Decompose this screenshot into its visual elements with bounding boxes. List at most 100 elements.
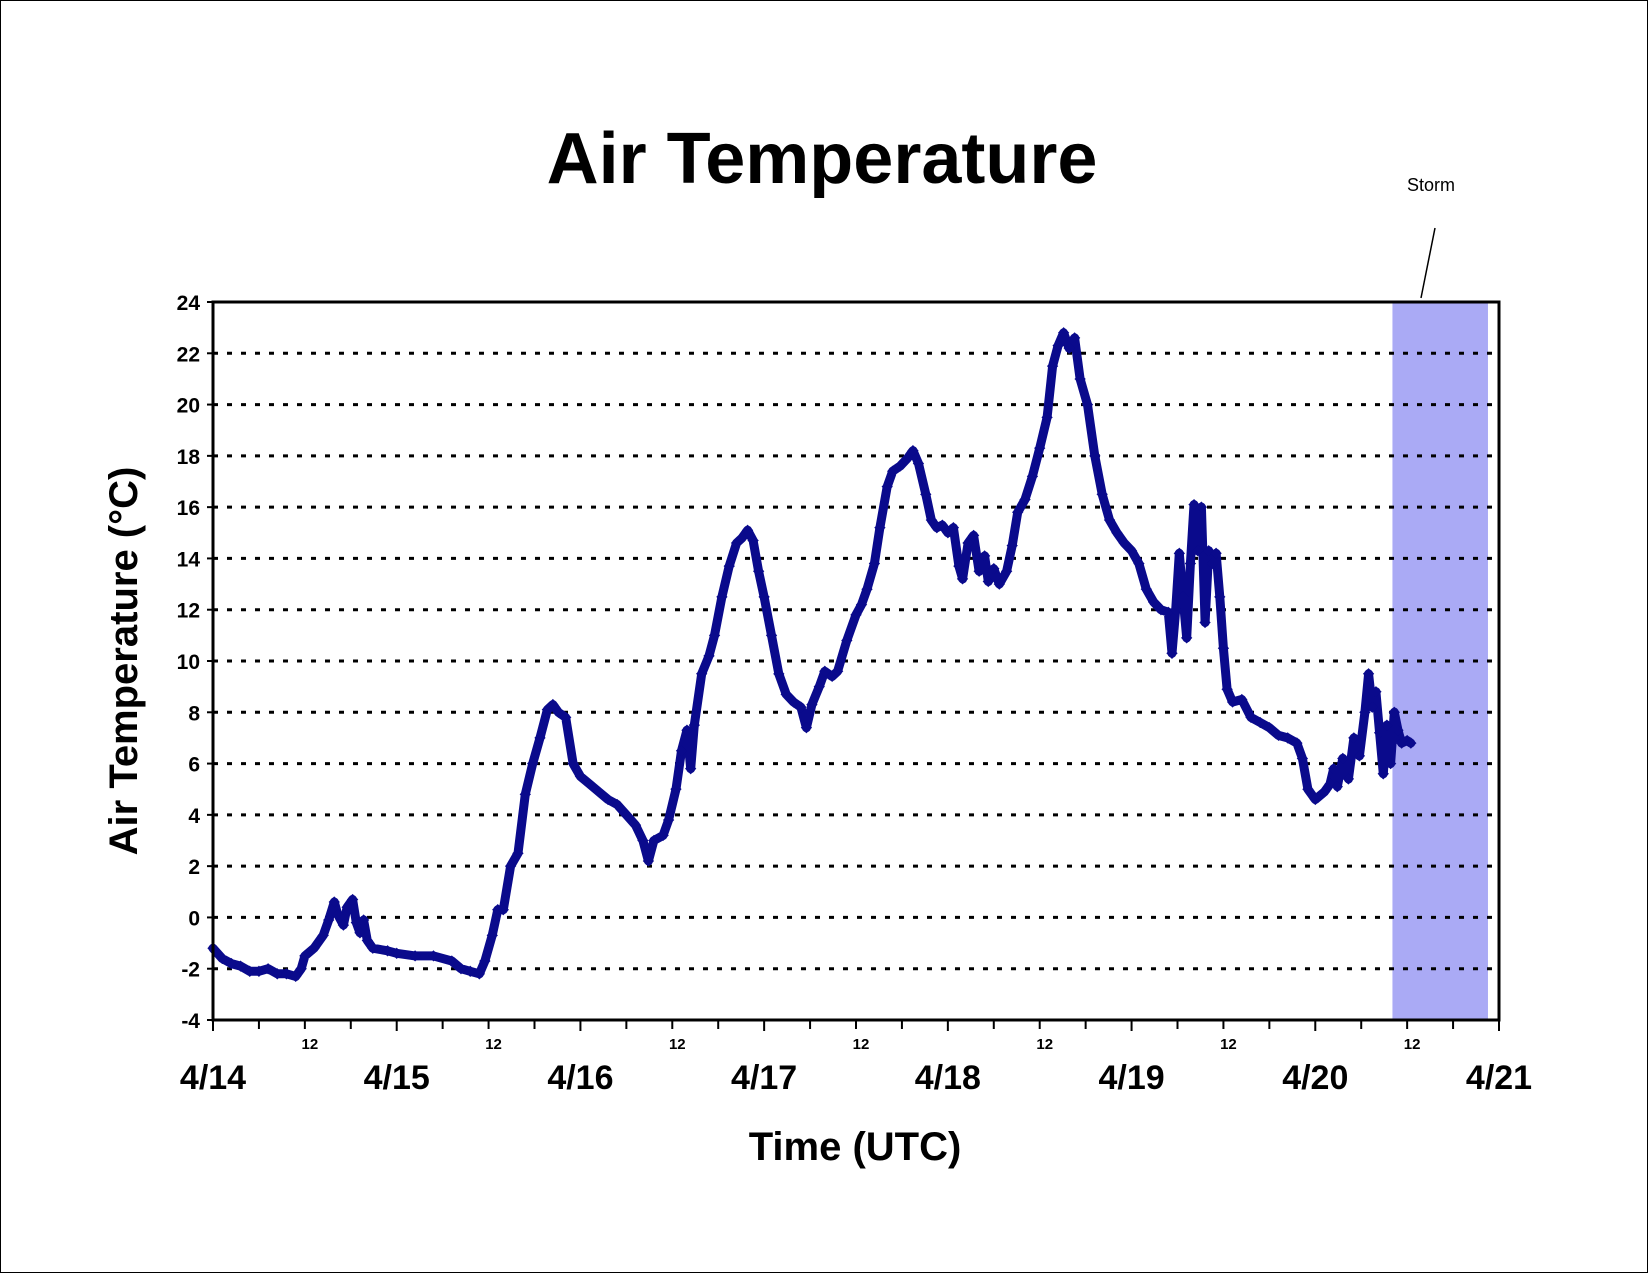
y-tick-label-4: 4 [188,805,200,828]
temperature-point-182 [1392,724,1404,736]
storm-band [1392,302,1488,1020]
series-line-group [207,327,1417,983]
x-tick-label-noon-6: 12 [1404,1036,1421,1053]
x-tick-label-day-4: 4/18 [915,1059,981,1097]
temperature-point-141 [1177,591,1189,603]
temperature-point-74 [758,591,770,603]
temperature-point-171 [1348,732,1360,744]
temperature-point-94 [894,460,906,472]
temperature-point-104 [953,560,965,572]
x-axis-ticks: 4/14 4/15 4/16 4/17 4/18 4/19 4/20 4/21 12 12 12 12… [180,1020,1532,1097]
temperature-point-33 [479,955,491,967]
temperature-point-103 [947,521,960,534]
y-tick-label-6: 6 [188,754,200,777]
temperature-point-168 [1331,781,1343,793]
y-tick-label-14: 14 [177,548,201,571]
x-tick-label-day-3: 4/17 [731,1059,797,1097]
temperature-point-156 [1245,711,1257,724]
temperature-point-145 [1192,545,1204,557]
temperature-point-36 [497,904,509,916]
temperature-point-185 [1405,737,1417,749]
x-tick-label-noon-3: 12 [853,1036,870,1053]
temperature-point-134 [1140,583,1152,595]
y-tick-label-0: 0 [188,907,200,930]
storm-annotation-leader [1420,227,1436,299]
temperature-point-160 [1282,732,1294,744]
temperature-point-56 [648,834,660,847]
temperature-point-1 [216,952,228,965]
temperature-point-142 [1181,632,1193,644]
temperature-point-82 [813,680,825,693]
temperature-point-23 [361,934,373,947]
temperature-point-116 [1019,493,1031,506]
temperature-point-5 [253,965,265,977]
temperature-point-169 [1337,752,1349,765]
temperature-point-61 [681,724,693,736]
temperature-point-39 [519,788,531,800]
x-tick-label-noon-0: 12 [302,1036,319,1053]
gridlines [213,351,1499,971]
temperature-point-85 [831,665,844,677]
temperature-point-17 [337,919,350,931]
temperature-point-83 [819,665,831,677]
y-tick-label-22: 22 [177,343,200,366]
temperature-point-55 [642,855,655,867]
temperature-point-52 [620,809,633,821]
temperature-point-110 [982,575,994,588]
temperature-point-153 [1221,683,1233,695]
storm-band-group [1392,302,1488,1020]
temperature-point-15 [328,896,340,908]
temperature-point-49 [593,786,605,798]
temperature-point-29 [446,955,458,967]
temperature-point-67 [716,591,728,603]
y-tick-label-12: 12 [177,600,200,623]
storm-annotation-label: Storm [1407,175,1455,195]
temperature-point-91 [874,522,886,534]
x-tick-label-day-7: 4/21 [1466,1059,1532,1097]
temperature-point-119 [1041,411,1053,424]
temperature-point-31 [464,965,476,977]
temperature-point-113 [1001,565,1013,577]
temperature-point-151 [1214,591,1226,603]
temperature-point-70 [736,532,748,544]
temperature-point-177 [1373,727,1386,739]
temperature-point-76 [773,668,785,680]
temperature-point-172 [1353,750,1366,762]
temperature-point-44 [552,706,565,718]
temperature-point-106 [962,537,974,549]
x-axis-title: Time (UTC) [749,1125,962,1169]
x-tick-label-day-5: 4/19 [1098,1059,1164,1097]
temperature-point-108 [973,565,985,577]
temperature-point-72 [747,534,759,547]
temperature-point-105 [956,573,969,585]
temperature-point-130 [1111,527,1123,539]
temperature-point-128 [1096,488,1108,500]
temperature-point-147 [1199,616,1211,629]
x-tick-label-day-2: 4/16 [547,1059,613,1097]
temperature-point-158 [1263,721,1276,734]
x-tick-label-day-6: 4/20 [1282,1059,1348,1097]
temperature-point-48 [583,778,596,790]
temperature-point-86 [841,634,853,647]
y-tick-label--2: -2 [181,959,200,982]
temperature-point-32 [473,968,486,980]
temperature-point-73 [753,565,765,577]
temperature-point-68 [723,560,735,572]
temperature-point-96 [907,445,919,457]
temperature-point-112 [993,578,1005,590]
temperature-point-149 [1206,557,1219,570]
temperature-point-54 [637,834,649,847]
temperature-point-159 [1272,729,1285,742]
temperature-point-53 [629,819,642,831]
temperature-point-131 [1118,537,1130,549]
x-tick-label-noon-5: 12 [1220,1036,1237,1053]
temperature-point-6 [262,963,274,975]
temperature-point-79 [795,701,807,713]
x-tick-label-day-1: 4/15 [364,1059,430,1097]
temperature-point-75 [765,629,778,642]
temperature-point-126 [1081,398,1094,411]
temperature-point-92 [881,480,893,493]
temperature-point-27 [409,950,421,962]
